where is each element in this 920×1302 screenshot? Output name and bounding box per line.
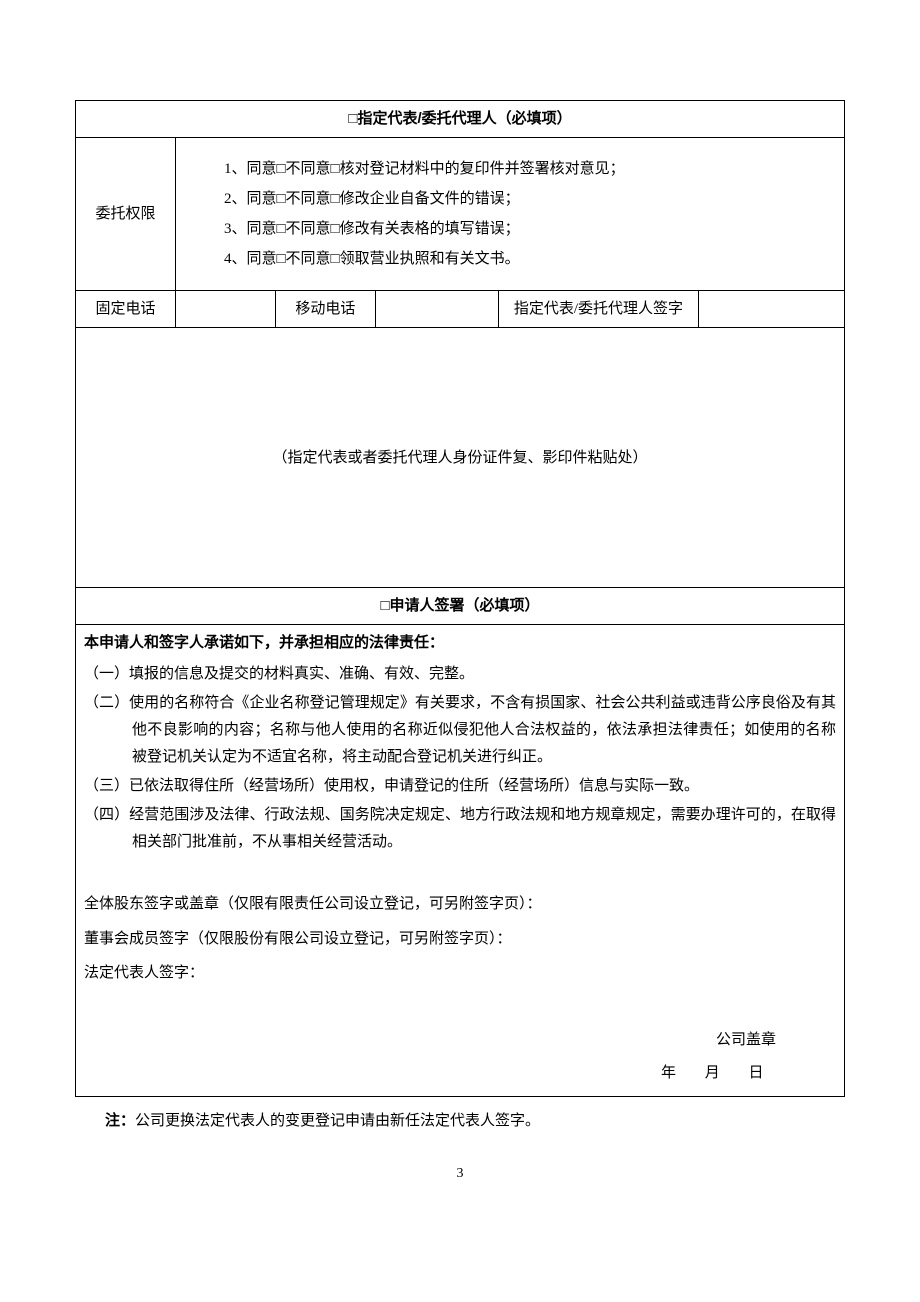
disagree-checkbox[interactable]: 不同意□ [286, 161, 340, 177]
heading-text: 申请人签署（必填项） [390, 597, 540, 614]
authority-item: 2、同意□不同意□修改企业自备文件的错误； [224, 184, 796, 214]
date-year-field[interactable]: 年 [649, 1057, 689, 1090]
declaration-item: （二）使用的名称符合《企业名称登记管理规定》有关要求，不含有损国家、社会公共利益… [84, 690, 836, 771]
disagree-checkbox[interactable]: 不同意□ [286, 221, 340, 237]
footnote: 注：公司更换法定代表人的变更登记申请由新任法定代表人签字。 [75, 1109, 845, 1133]
page-number: 3 [75, 1163, 845, 1185]
id-copy-paste-area: （指定代表或者委托代理人身份证件复、影印件粘贴处） [76, 328, 845, 588]
disagree-checkbox[interactable]: 不同意□ [286, 191, 340, 207]
form-table: □指定代表/委托代理人（必填项） 委托权限 1、同意□不同意□核对登记材料中的复… [75, 100, 845, 1097]
legalrep-sign-line[interactable]: 法定代表人签字： [84, 959, 836, 988]
declaration-title: 本申请人和签字人承诺如下，并承担相应的法律责任： [84, 631, 836, 655]
declaration-item: （三）已依法取得住所（经营场所）使用权，申请登记的住所（经营场所）信息与实际一致… [84, 773, 836, 800]
authority-item: 4、同意□不同意□领取营业执照和有关文书。 [224, 244, 796, 274]
applicant-section-heading: □申请人签署（必填项） [76, 588, 845, 625]
shareholders-sign-line[interactable]: 全体股东签字或盖章（仅限有限责任公司设立登记，可另附签字页）： [84, 890, 836, 919]
disagree-checkbox[interactable]: 不同意□ [286, 251, 340, 267]
date-day-field[interactable]: 日 [736, 1057, 776, 1090]
date-fields[interactable]: 年 月 日 [84, 1057, 776, 1090]
fixed-phone-label: 固定电话 [76, 291, 176, 328]
authority-item: 3、同意□不同意□修改有关表格的填写错误； [224, 214, 796, 244]
declaration-item: （四）经营范围涉及法律、行政法规、国务院决定规定、地方行政法规和地方规章规定，需… [84, 802, 836, 856]
board-sign-line[interactable]: 董事会成员签字（仅限股份有限公司设立登记，可另附签字页）： [84, 925, 836, 954]
company-seal-label: 公司盖章 [84, 1024, 776, 1057]
agent-sign-field[interactable] [698, 291, 844, 328]
declaration-cell: 本申请人和签字人承诺如下，并承担相应的法律责任： （一）填报的信息及提交的材料真… [76, 625, 845, 1097]
agree-checkbox[interactable]: 同意□ [246, 221, 285, 237]
authority-items-cell: 1、同意□不同意□核对登记材料中的复印件并签署核对意见； 2、同意□不同意□修改… [175, 138, 844, 291]
mobile-phone-label: 移动电话 [275, 291, 375, 328]
footnote-text: 公司更换法定代表人的变更登记申请由新任法定代表人签字。 [135, 1113, 540, 1129]
footnote-label: 注： [105, 1113, 135, 1129]
date-month-field[interactable]: 月 [692, 1057, 732, 1090]
mobile-phone-field[interactable] [375, 291, 498, 328]
agree-checkbox[interactable]: 同意□ [246, 191, 285, 207]
agent-sign-label: 指定代表/委托代理人签字 [498, 291, 698, 328]
authority-item: 1、同意□不同意□核对登记材料中的复印件并签署核对意见； [224, 154, 796, 184]
agree-checkbox[interactable]: 同意□ [246, 161, 285, 177]
fixed-phone-field[interactable] [175, 291, 275, 328]
agree-checkbox[interactable]: 同意□ [246, 251, 285, 267]
agent-section-heading: □指定代表/委托代理人（必填项） [76, 101, 845, 138]
idcopy-note: （指定代表或者委托代理人身份证件复、影印件粘贴处） [272, 450, 647, 466]
heading-text: 指定代表/委托代理人（必填项） [357, 110, 571, 127]
authority-label: 委托权限 [76, 138, 176, 291]
declaration-item: （一）填报的信息及提交的材料真实、准确、有效、完整。 [84, 661, 836, 688]
heading-checkbox[interactable]: □ [380, 597, 389, 614]
